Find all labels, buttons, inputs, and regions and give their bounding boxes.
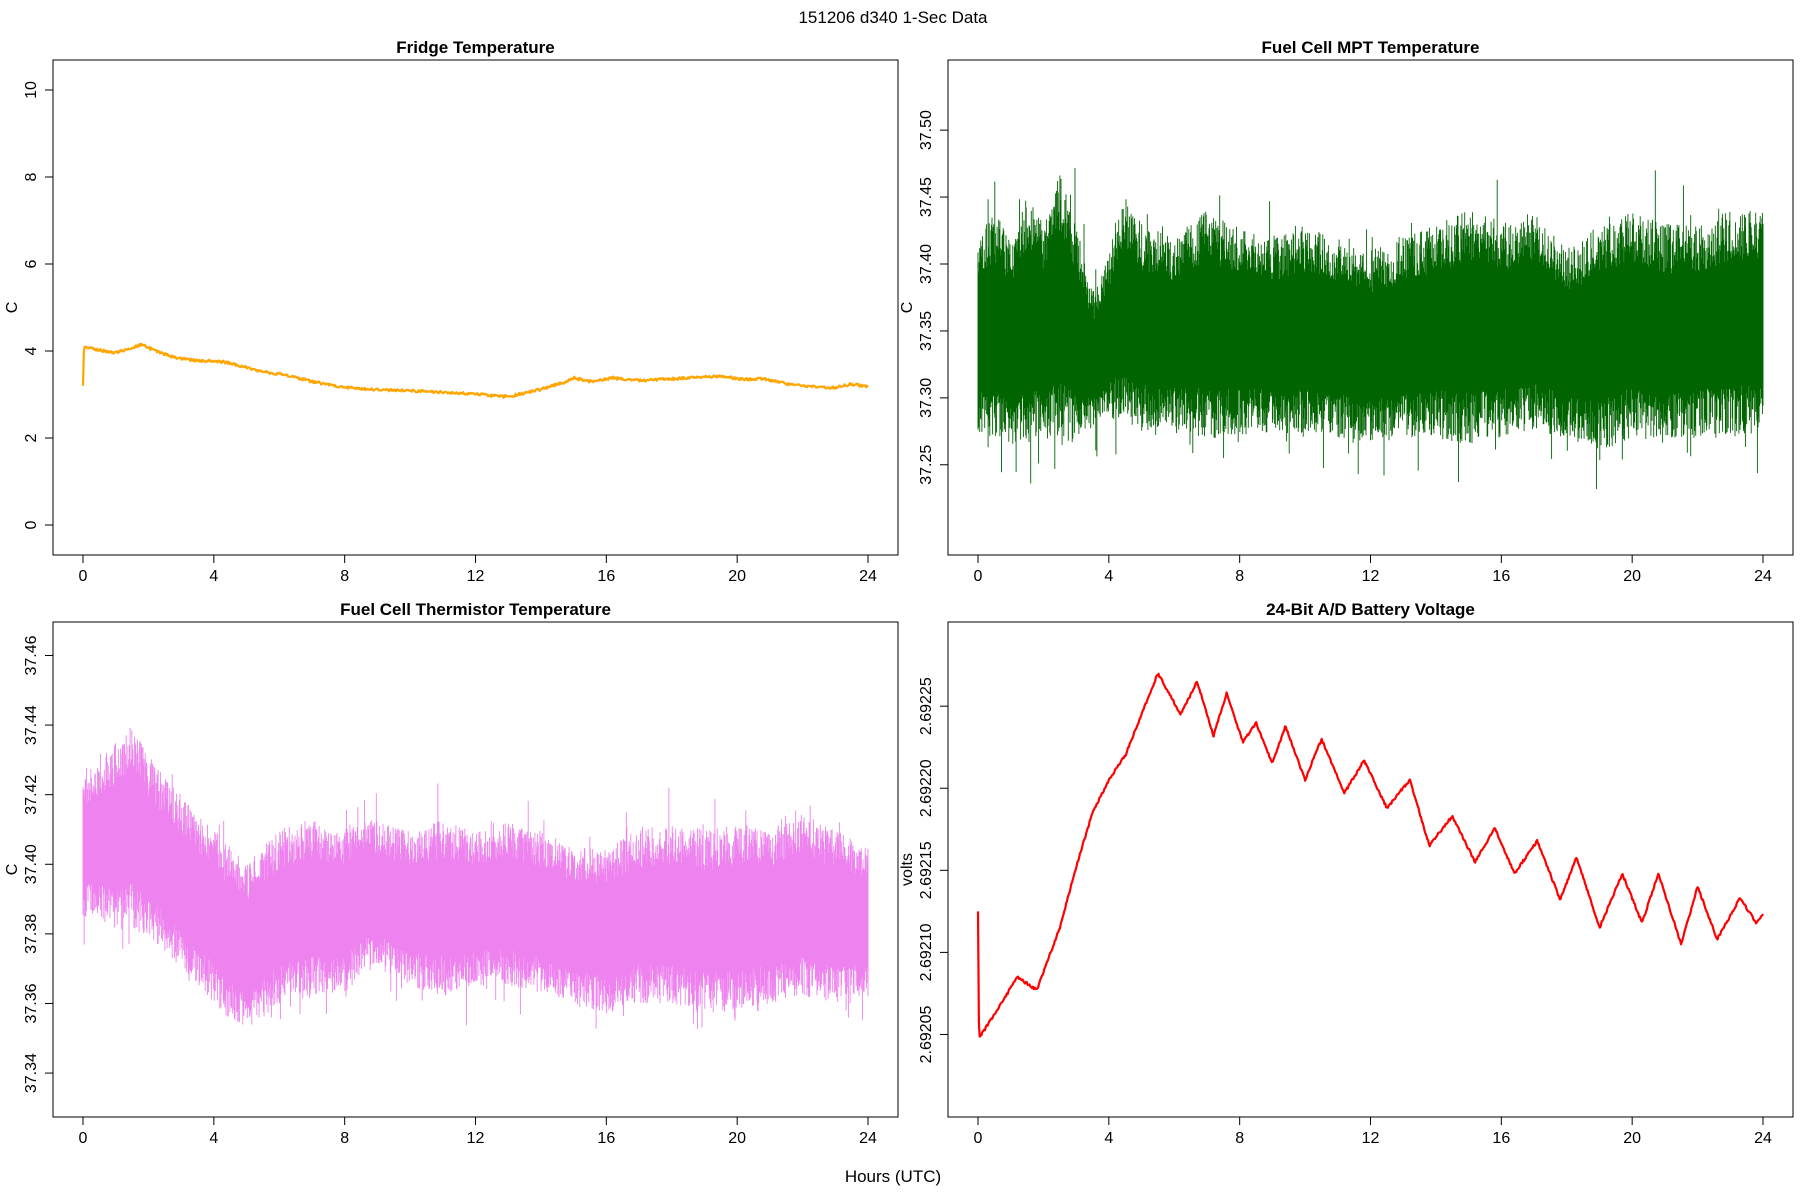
chart2-series-core [83,782,868,985]
chart2-x-tick-label: 20 [728,1130,746,1147]
chart0-x-tick-label: 12 [467,568,485,585]
panel-fuel-cell-thermistor-temperature: Fuel Cell Thermistor Temperature 0 4 8 12 16 2… [4,600,899,1147]
chart0-x-tick-label: 20 [728,568,746,585]
chart3-x-tick-label: 8 [1235,1130,1244,1147]
chart3-y-tick-label: 2.69215 [918,841,935,899]
chart1-x-axis: 0 4 8 12 16 20 24 [974,554,1772,585]
chart0-y-tick-label: 6 [23,259,40,268]
chart1-x-tick-label: 0 [974,568,983,585]
chart0-x-tick-label: 4 [209,568,218,585]
chart2-y-tick-label: 37.44 [23,705,40,745]
figure-supertitle: 151206 d340 1-Sec Data [798,8,988,27]
chart0-x-tick-label: 24 [859,568,877,585]
chart2-y-tick-label: 37.34 [23,1053,40,1093]
chart0-y-axis: 0 2 4 6 8 10 [23,81,54,529]
chart2-x-tick-label: 0 [79,1130,88,1147]
chart3-x-tick-label: 24 [1754,1130,1772,1147]
chart1-y-tick-label: 37.40 [918,244,935,284]
chart0-y-axis-label: C [4,302,21,314]
chart0-x-tick-label: 0 [79,568,88,585]
chart1-y-axis: 37.25 37.30 37.35 37.40 37.45 37.50 [918,110,949,485]
chart2-x-tick-label: 8 [340,1130,349,1147]
chart0-title: Fridge Temperature [396,38,554,57]
chart1-title: Fuel Cell MPT Temperature [1262,38,1480,57]
chart3-y-tick-label: 2.69220 [918,759,935,817]
chart0-plot-frame [52,59,899,556]
chart2-x-tick-label: 24 [859,1130,877,1147]
chart2-y-tick-label: 37.40 [23,844,40,884]
chart0-y-tick-label: 2 [23,433,40,442]
chart0-series-line [81,342,869,399]
chart2-y-tick-label: 37.36 [23,983,40,1023]
chart0-y-tick-label: 8 [23,172,40,181]
chart2-y-axis-label: C [4,864,21,876]
panel-fuel-cell-mpt-temperature: Fuel Cell MPT Temperature 0 4 8 12 16 20 24 37.2… [899,38,1794,585]
chart3-y-tick-label: 2.69210 [918,923,935,981]
chart1-x-tick-label: 20 [1623,568,1641,585]
chart3-x-tick-label: 4 [1104,1130,1113,1147]
chart1-y-tick-label: 37.45 [918,177,935,217]
chart3-x-tick-label: 12 [1362,1130,1380,1147]
chart1-x-tick-label: 24 [1754,568,1772,585]
chart1-x-tick-label: 16 [1492,568,1510,585]
chart2-y-tick-label: 37.38 [23,914,40,954]
chart2-y-axis: 37.34 37.36 37.38 37.40 37.42 37.44 37.46 [23,635,54,1093]
chart3-x-tick-label: 0 [974,1130,983,1147]
chart2-y-tick-label: 37.42 [23,775,40,815]
chart3-x-tick-label: 16 [1492,1130,1510,1147]
chart1-y-tick-label: 37.30 [918,378,935,418]
chart0-x-axis: 0 4 8 12 16 20 24 [79,554,877,585]
chart1-series-core [978,247,1763,393]
chart3-y-tick-label: 2.69205 [918,1005,935,1063]
chart3-x-tick-label: 20 [1623,1130,1641,1147]
chart0-y-tick-label: 10 [23,81,40,99]
chart2-x-axis: 0 4 8 12 16 20 24 [79,1116,877,1147]
figure-x-axis-label: Hours (UTC) [845,1167,941,1186]
panel-battery-voltage: 24-Bit A/D Battery Voltage 0 4 8 12 16 20 24 2.6… [899,600,1794,1147]
chart3-series-line [976,672,1764,1038]
chart1-y-tick-label: 37.25 [918,445,935,485]
chart2-x-tick-label: 16 [597,1130,615,1147]
chart3-x-axis: 0 4 8 12 16 20 24 [974,1116,1772,1147]
chart2-x-tick-label: 4 [209,1130,218,1147]
chart1-y-tick-label: 37.50 [918,110,935,150]
chart1-y-tick-label: 37.35 [918,311,935,351]
chart3-y-axis-label: volts [899,853,916,886]
chart3-title: 24-Bit A/D Battery Voltage [1266,600,1475,619]
chart1-x-tick-label: 12 [1362,568,1380,585]
chart0-y-tick-label: 4 [23,346,40,355]
chart1-y-axis-label: C [899,302,916,314]
chart3-y-tick-label: 2.69225 [918,677,935,735]
chart2-title: Fuel Cell Thermistor Temperature [340,600,611,619]
chart2-x-tick-label: 12 [467,1130,485,1147]
chart2-y-tick-label: 37.46 [23,635,40,675]
chart1-x-tick-label: 4 [1104,568,1113,585]
chart0-x-tick-label: 16 [597,568,615,585]
chart1-x-tick-label: 8 [1235,568,1244,585]
chart3-y-axis: 2.69205 2.69210 2.69215 2.69220 2.69225 [918,677,949,1063]
chart0-x-tick-label: 8 [340,568,349,585]
chart0-y-tick-label: 0 [23,520,40,529]
